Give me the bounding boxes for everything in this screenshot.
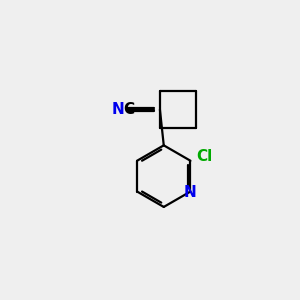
- Text: C: C: [123, 102, 134, 117]
- Text: Cl: Cl: [196, 148, 212, 164]
- Text: N: N: [184, 185, 197, 200]
- Text: N: N: [111, 102, 124, 117]
